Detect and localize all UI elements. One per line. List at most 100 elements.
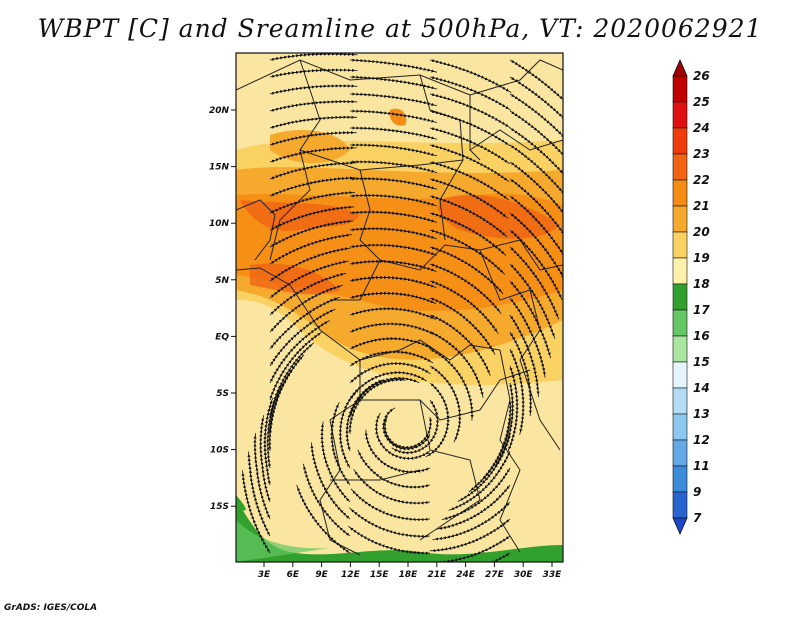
colorbar-label: 20 (693, 225, 710, 239)
lon-tick-label: 24E (456, 570, 476, 580)
map-panel (236, 53, 563, 562)
lon-tick-label: 6E (287, 570, 300, 580)
lon-tick-label: 30E (514, 570, 534, 580)
streamline (269, 176, 356, 197)
colorbar-bottom-arrow (672, 517, 688, 535)
colorbar-label: 19 (693, 251, 710, 265)
colorbar-label: 14 (693, 381, 710, 395)
colorbar-segment (672, 439, 688, 467)
colorbar-label: 11 (693, 459, 710, 473)
streamline (349, 322, 436, 336)
streamline (429, 348, 474, 421)
colorbar-label: 24 (693, 121, 710, 135)
colorbar-label: 26 (693, 69, 710, 83)
streamline (350, 126, 438, 140)
streamline (483, 552, 511, 562)
streamline (349, 307, 436, 320)
colorbar-top-arrow (672, 59, 688, 77)
lat-tick-label: 20N (209, 106, 230, 116)
colorbar-label: 7 (693, 511, 702, 525)
lat-tick-label: 15N (209, 163, 230, 173)
streamline (509, 348, 525, 435)
colorbar-segment (672, 127, 688, 155)
colorbar-segment (672, 361, 688, 389)
colorbar: 26 25 24 23 22 21 20 19 18 17 16 15 14 13 12 11 9 7 (672, 59, 710, 535)
map-title: WBPT [C] and Sreamline at 500hPa, VT: 20… (37, 14, 763, 43)
lat-tick-label: 5N (215, 276, 229, 286)
streamline (349, 109, 438, 123)
lon-tick-label: 9E (315, 570, 328, 580)
colorbar-label: 15 (693, 355, 710, 369)
latitude-axis: 20N 15N 10N 5N EQ 5S 10S 15S (209, 106, 236, 512)
streamline (349, 291, 437, 305)
grads-credit: GrADS: IGES/COLA (4, 603, 98, 613)
colorbar-label: 25 (693, 95, 710, 109)
lat-tick-label: 15S (210, 502, 229, 512)
lon-tick-label: 3E (258, 570, 271, 580)
colorbar-segment (672, 101, 688, 129)
streamline (430, 535, 511, 562)
streamline (269, 161, 357, 180)
streamline (349, 160, 438, 173)
streamline (349, 227, 437, 240)
colorbar-segment (672, 491, 688, 519)
lon-tick-label: 12E (341, 570, 361, 580)
streamline (429, 365, 462, 443)
streamline (347, 525, 431, 555)
streamline (296, 484, 351, 554)
colorbar-label: 16 (693, 329, 710, 343)
streamline (349, 177, 438, 190)
lat-tick-label: 10S (210, 446, 229, 456)
colorbar-label: 9 (693, 485, 701, 499)
streamline (349, 210, 438, 223)
colorbar-segment (672, 75, 688, 103)
streamline (269, 53, 358, 62)
colorbar-segment (672, 179, 688, 207)
streamline (350, 143, 438, 157)
streamline (349, 275, 437, 289)
lat-tick-label: EQ (215, 332, 229, 342)
lon-tick-label: 21E (427, 570, 447, 580)
colorbar-segment (672, 465, 688, 493)
colorbar-segment (672, 387, 688, 415)
streamline (269, 84, 358, 95)
streamline (349, 243, 437, 256)
streamline (349, 193, 438, 207)
lat-tick-label: 10N (209, 219, 230, 229)
colorbar-segment (672, 257, 688, 285)
colorbar-label: 12 (693, 433, 710, 447)
colorbar-segment (672, 231, 688, 259)
streamline (241, 470, 271, 554)
colorbar-label: 23 (693, 147, 710, 161)
colorbar-segment (672, 309, 688, 337)
streamline (269, 131, 357, 146)
colorbar-segment (672, 335, 688, 363)
colorbar-label: 21 (693, 199, 710, 213)
streamline (349, 58, 438, 73)
colorbar-label: 18 (693, 277, 710, 291)
colorbar-segment (672, 153, 688, 181)
lon-tick-label: 18E (399, 570, 419, 580)
streamline (269, 146, 357, 163)
colorbar-segment (672, 205, 688, 233)
streamline (349, 92, 438, 107)
streamline (349, 259, 437, 272)
colorbar-label: 13 (693, 407, 710, 421)
lat-tick-label: 5S (216, 389, 229, 399)
streamline (349, 350, 434, 367)
streamline (349, 337, 435, 351)
streamline (269, 115, 357, 129)
colorbar-label: 22 (693, 173, 710, 187)
colorbar-segment (672, 413, 688, 441)
streamline (509, 331, 533, 417)
colorbar-segment (672, 283, 688, 311)
lon-tick-label: 33E (543, 570, 563, 580)
streamline (269, 68, 358, 79)
lon-tick-label: 15E (370, 570, 390, 580)
longitude-axis: 3E 6E 9E 12E 15E 18E 21E 24E 27E 30E 33E (258, 562, 562, 580)
lon-tick-label: 27E (485, 570, 505, 580)
colorbar-label: 17 (693, 303, 710, 317)
streamline (269, 99, 358, 112)
streamline (349, 75, 438, 90)
